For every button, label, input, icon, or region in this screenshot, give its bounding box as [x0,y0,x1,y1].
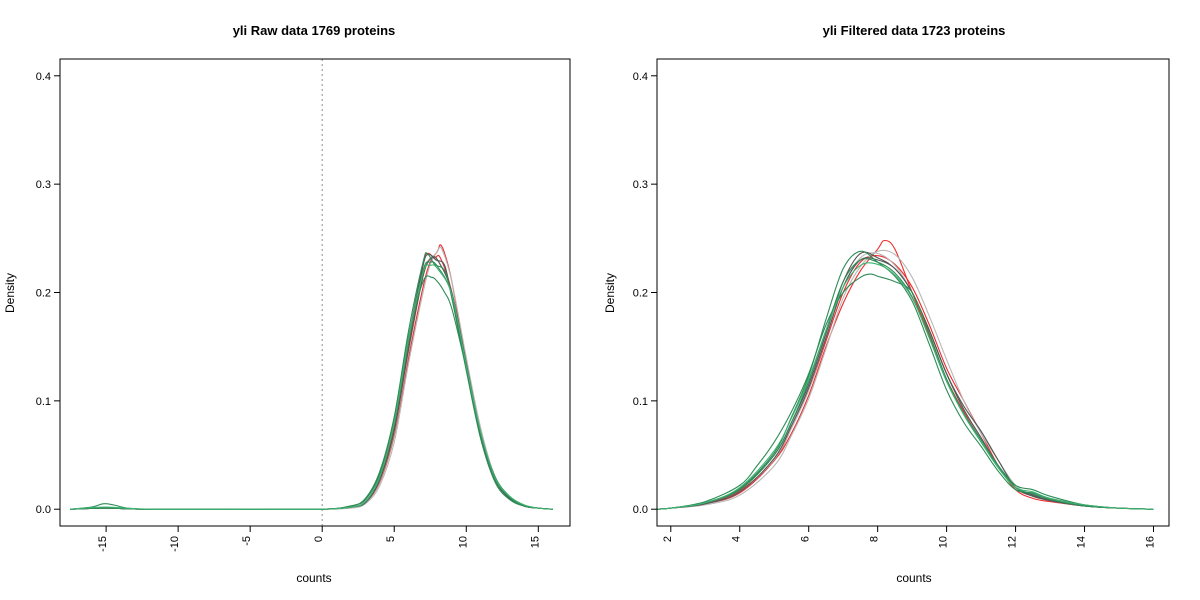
x-tick-label: -15 [97,536,109,552]
density-curve [656,273,1154,510]
x-tick-label: 5 [385,536,397,542]
density-curve [656,255,1154,510]
x-tick-label: 10 [938,536,950,548]
density-curve [70,264,553,510]
density-curve [656,262,1154,510]
x-tick-label: 10 [457,536,469,548]
y-tick-label: 0.2 [633,288,648,300]
x-axis-label: counts [296,571,331,585]
y-tick-label: 0.0 [633,504,648,516]
y-tick-label: 0.1 [36,396,51,408]
y-axis-label: Density [3,273,17,313]
y-tick-label: 0.0 [36,504,51,516]
density-curves [70,244,553,510]
x-tick-label: 16 [1144,536,1156,548]
y-tick-label: 0.3 [36,179,51,191]
y-axis-label: Density [603,273,617,313]
filtered-data-density-panel: yli Filtered data 1723 proteins counts D… [603,23,1170,585]
x-tick-label: -10 [169,536,181,552]
plot-frame [59,58,571,527]
x-tick-label: 0 [313,536,325,542]
x-tick-label: 8 [869,536,881,542]
x-tick-label: 14 [1076,536,1088,548]
density-curve [656,250,1154,510]
plot-frame [656,58,1170,527]
x-tick-label: 2 [662,536,674,542]
y-tick-label: 0.1 [633,396,648,408]
y-tick-label: 0.3 [633,179,648,191]
raw-data-density-panel: yli Raw data 1769 proteins counts Densit… [3,23,571,585]
y-tick-label: 0.4 [633,71,648,83]
x-tick-label: 12 [1007,536,1019,548]
y-tick-label: 0.2 [36,288,51,300]
y-tick-label: 0.4 [36,71,51,83]
density-curve [656,258,1154,510]
panel-title: yli Raw data 1769 proteins [233,23,396,38]
x-tick-label: 4 [731,536,743,542]
x-tick-label: -5 [241,536,253,546]
density-curve [656,257,1154,510]
x-axis-label: counts [896,571,931,585]
x-tick-label: 15 [529,536,541,548]
density-curves [656,239,1154,510]
panel-title: yli Filtered data 1723 proteins [823,23,1006,38]
x-tick-label: 6 [800,536,812,542]
